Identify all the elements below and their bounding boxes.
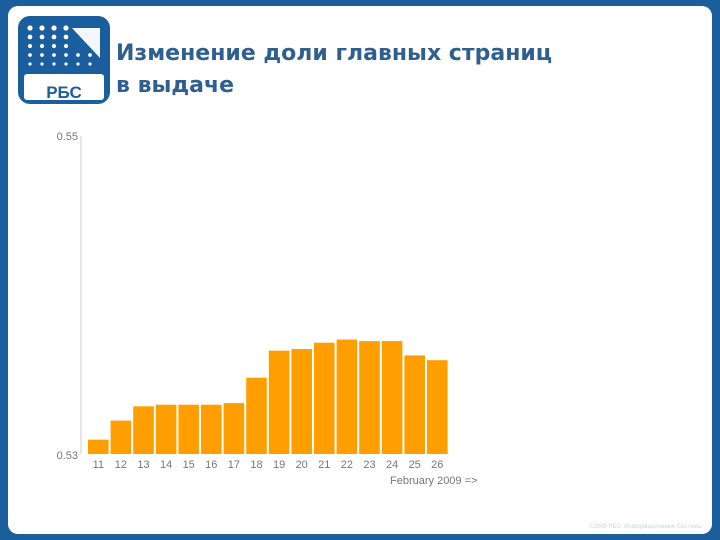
logo-text-brand: РБС (46, 83, 82, 102)
logo-dot (27, 25, 33, 31)
chart-bar (268, 350, 290, 454)
x-tick-label: 20 (296, 459, 308, 471)
chart-bar (314, 342, 335, 454)
x-axis-label: February 2009 => (390, 475, 477, 487)
x-tick-label: 21 (318, 459, 330, 471)
logo-dot (52, 62, 56, 66)
logo-dot (27, 34, 33, 40)
logo-dot (39, 43, 45, 49)
chart-bar (427, 360, 448, 454)
logo-dot (28, 53, 32, 57)
logo-graphic: КОРПОРАЦИЯ РБС (18, 16, 110, 104)
chart-bar (110, 420, 132, 454)
logo-text-top: КОРПОРАЦИЯ (36, 75, 92, 84)
chart-bar (201, 404, 222, 454)
title-line-2: в выдаче (116, 73, 235, 98)
logo-dot (40, 62, 44, 66)
x-tick-label: 18 (250, 459, 262, 471)
x-tick-label: 14 (160, 459, 172, 471)
chart-bar (381, 341, 403, 454)
chart-bar (155, 404, 177, 454)
chart-bar (336, 339, 358, 454)
logo-dot (88, 62, 92, 66)
logo-dot (88, 53, 92, 57)
y-tick-label-bottom: 0.53 (57, 450, 78, 462)
company-logo: КОРПОРАЦИЯ РБС (16, 14, 112, 106)
chart-bar (88, 439, 109, 454)
x-tick-label: 22 (341, 459, 353, 471)
x-tick-label: 24 (386, 459, 398, 471)
chart-bar (404, 355, 425, 454)
logo-dot (76, 62, 80, 66)
logo-dot (76, 53, 80, 57)
logo-dot (39, 25, 45, 31)
logo-dot (51, 25, 57, 31)
logo-dot (40, 53, 44, 57)
logo-dot (63, 43, 69, 49)
logo-dot (64, 62, 68, 66)
logo-dot (28, 62, 32, 66)
x-tick-label: 19 (273, 459, 285, 471)
x-tick-label: 25 (409, 459, 421, 471)
x-tick-label: 16 (205, 459, 217, 471)
chart-bar (223, 403, 245, 454)
bar-chart: 0.55 0.53 11 12 13 14 15 16 17 18 19 20 21 22 23 24 25… (57, 131, 478, 487)
chart-bar (246, 377, 267, 454)
footer-copyright: ©2009 РБС. Информационные Системы (589, 524, 702, 530)
x-tick-label: 17 (228, 459, 240, 471)
chart-bar (133, 406, 154, 454)
page-title: Изменение доли главных страниц в выдаче (116, 38, 676, 102)
logo-dot (51, 34, 57, 40)
logo-dot (27, 43, 33, 49)
chart-bar (178, 404, 199, 454)
x-tick-label: 11 (93, 459, 104, 471)
logo-dot (64, 53, 68, 57)
title-line-1: Изменение доли главных страниц (116, 41, 553, 66)
x-tick-label: 26 (431, 459, 443, 471)
chart-bar (359, 341, 380, 454)
x-tick-label: 12 (115, 459, 127, 471)
y-tick-label-top: 0.55 (57, 131, 78, 143)
x-tick-label: 23 (363, 459, 375, 471)
logo-dot (63, 25, 69, 31)
slide: КОРПОРАЦИЯ РБС Изменение доли главных ст… (8, 6, 712, 534)
logo-dot (39, 34, 45, 40)
logo-dot (63, 34, 69, 40)
logo-dot (52, 53, 56, 57)
x-tick-label: 15 (183, 459, 195, 471)
x-tick-label: 13 (137, 459, 149, 471)
chart-bar (291, 349, 312, 454)
logo-dot (51, 43, 57, 49)
